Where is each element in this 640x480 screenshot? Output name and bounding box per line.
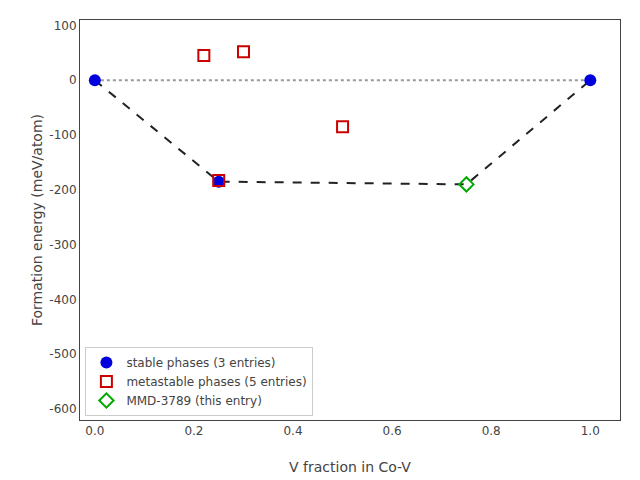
svg-text:0.8: 0.8	[482, 424, 501, 438]
svg-text:0.0: 0.0	[85, 424, 104, 438]
svg-text:V fraction in Co-V: V fraction in Co-V	[289, 459, 411, 475]
svg-text:0.4: 0.4	[283, 424, 302, 438]
svg-text:1.0: 1.0	[581, 424, 600, 438]
svg-text:MMD-3789 (this entry): MMD-3789 (this entry)	[126, 394, 261, 408]
svg-text:-400: -400	[49, 293, 76, 307]
svg-text:0.6: 0.6	[383, 424, 402, 438]
svg-text:Formation energy (meV/atom): Formation energy (meV/atom)	[29, 114, 45, 326]
svg-text:0.2: 0.2	[184, 424, 203, 438]
svg-text:-200: -200	[49, 183, 76, 197]
svg-text:-300: -300	[49, 238, 76, 252]
svg-text:stable phases (3 entries): stable phases (3 entries)	[126, 356, 275, 370]
svg-text:100: 100	[54, 19, 77, 33]
svg-text:metastable phases (5 entries): metastable phases (5 entries)	[126, 375, 306, 389]
svg-text:-500: -500	[49, 347, 76, 361]
svg-text:-100: -100	[49, 128, 76, 142]
svg-text:-600: -600	[49, 402, 76, 416]
svg-text:0: 0	[69, 73, 77, 87]
